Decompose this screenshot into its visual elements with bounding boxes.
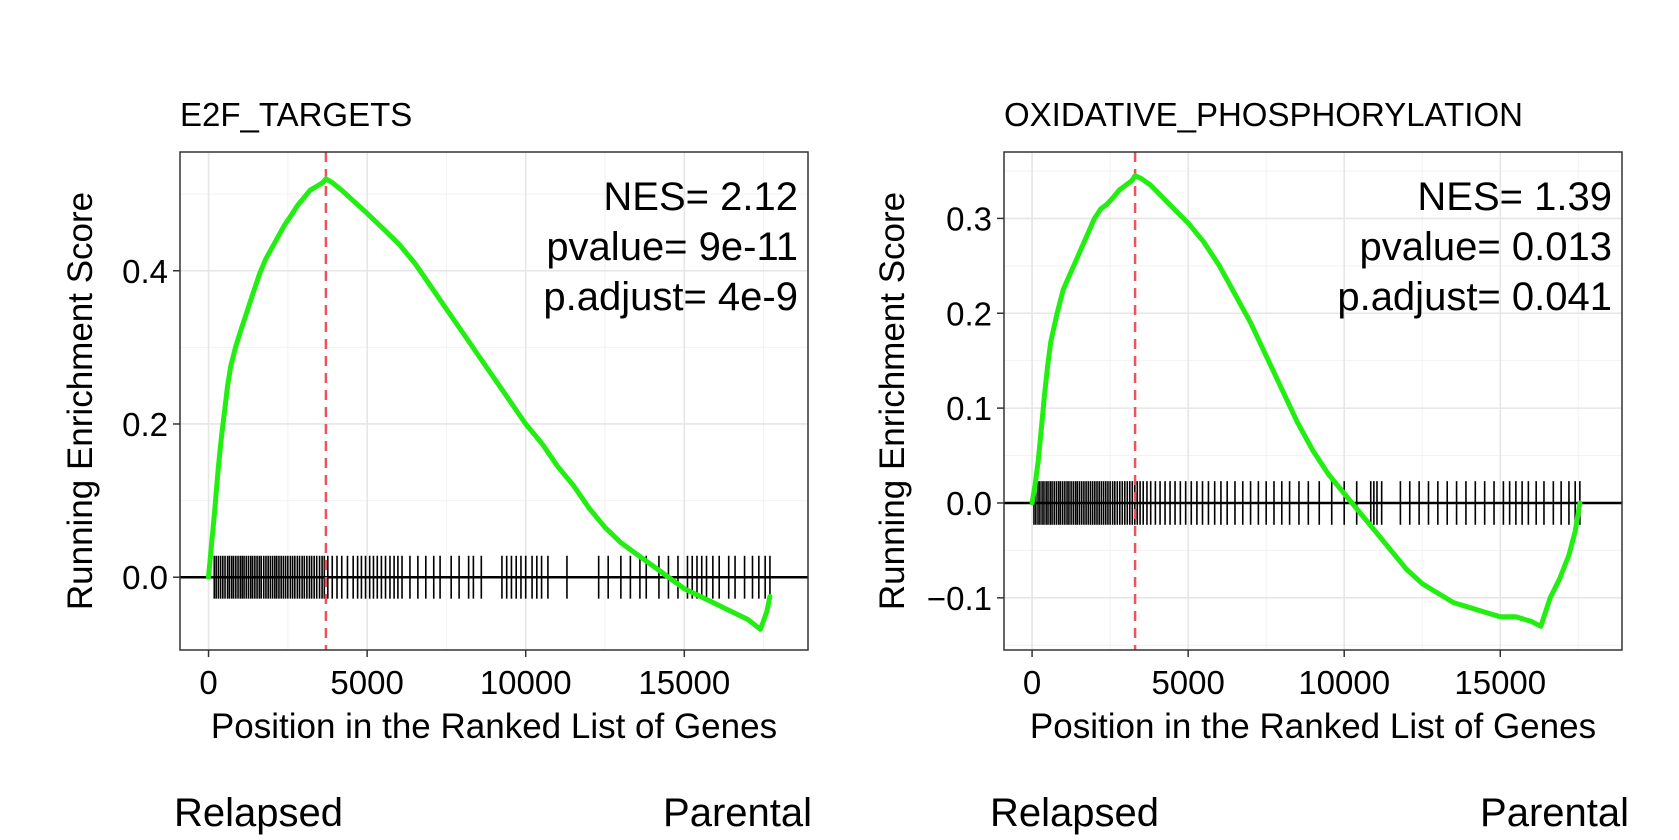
footer-left-label-relapsed-2: Relapsed [990, 791, 1159, 835]
y-axis-title: Running Enrichment Score [873, 192, 912, 610]
stat-annotation: p.adjust= 4e-9 [543, 275, 798, 319]
y-tick-label: 0.3 [946, 200, 992, 237]
plot-frame [1003, 151, 1623, 651]
x-tick-label: 15000 [1454, 664, 1546, 701]
y-tick-label: 0.1 [946, 390, 992, 427]
plot-frame [179, 151, 809, 651]
footer-right-label-parental-2: Parental [1480, 791, 1629, 835]
stat-annotation: p.adjust= 0.041 [1337, 275, 1612, 319]
chart-panel-oxidative-phosphorylation: 0 5000 10000 15000 −0.1 0.0 0.1 0.2 0.3 Position … [873, 96, 1623, 746]
chart-panel-e2f-targets: 0 5000 10000 15000 0.0 0.2 0.4 Position in the … [61, 96, 809, 746]
x-axis-title: Position in the Ranked List of Genes [1030, 707, 1596, 746]
panel-title: OXIDATIVE_PHOSPHORYLATION [1004, 96, 1523, 133]
y-tick-label: 0.2 [946, 295, 992, 332]
x-tick-label: 10000 [1298, 664, 1390, 701]
x-tick-label: 5000 [330, 664, 403, 701]
x-tick-label: 0 [1023, 664, 1041, 701]
y-tick-label: −0.1 [927, 580, 992, 617]
y-axis-title: Running Enrichment Score [61, 192, 100, 610]
x-tick-label: 10000 [480, 664, 572, 701]
y-tick-label: 0.2 [122, 406, 168, 443]
stat-annotation: NES= 1.39 [1417, 175, 1612, 219]
stat-annotation: pvalue= 0.013 [1360, 225, 1612, 269]
x-tick-label: 0 [199, 664, 217, 701]
stat-annotation: NES= 2.12 [603, 175, 798, 219]
y-tick-label: 0.4 [122, 253, 168, 290]
x-axis-title: Position in the Ranked List of Genes [211, 707, 777, 746]
y-tick-label: 0.0 [946, 485, 992, 522]
x-tick-label: 15000 [638, 664, 730, 701]
stat-annotation: pvalue= 9e-11 [546, 225, 798, 269]
x-tick-label: 5000 [1151, 664, 1224, 701]
footer-right-label-parental: Parental [663, 791, 812, 835]
panel-title: E2F_TARGETS [180, 96, 412, 133]
footer-left-label-relapsed: Relapsed [174, 791, 343, 835]
running-enrichment-score-line [1029, 173, 1583, 629]
running-enrichment-score-line [206, 176, 773, 632]
y-tick-label: 0.0 [122, 559, 168, 596]
